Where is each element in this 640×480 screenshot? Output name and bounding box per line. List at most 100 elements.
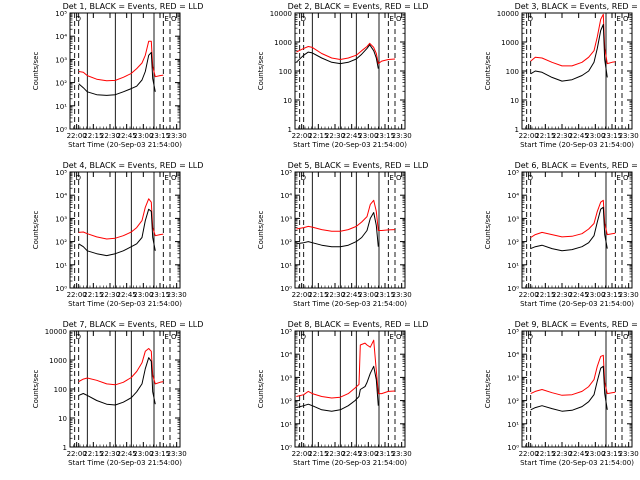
x-tick-label: 22:30 xyxy=(100,132,120,140)
chart-title: Det 6, BLACK = Events, RED = LLD xyxy=(515,161,640,170)
x-tick-label: 22:15 xyxy=(83,450,103,458)
marker-label-o: O xyxy=(171,15,177,23)
x-tick-label: 22:30 xyxy=(325,291,345,299)
chart-panel-3: Det 3, BLACK = Events, RED = LLD D EO 1 10 10… xyxy=(484,2,640,149)
marker-label-e: E xyxy=(389,15,393,23)
x-tick-label: 22:45 xyxy=(569,291,589,299)
y-tick-label: 10⁰ xyxy=(55,126,67,134)
plot-frame xyxy=(521,330,633,448)
y-tick-label: 10¹ xyxy=(55,262,67,270)
marker-label-d: D xyxy=(528,15,533,23)
marker-label-e: E xyxy=(616,15,620,23)
x-tick-label: 22:45 xyxy=(117,450,137,458)
chart-panel-7: Det 7, BLACK = Events, RED = LLD D E O 1 10 10… xyxy=(32,320,203,467)
marker-label-e: E xyxy=(389,333,393,341)
chart-title: Det 1, BLACK = Events, RED = LLD xyxy=(63,2,204,11)
y-tick-label: 10² xyxy=(507,398,519,406)
x-tick-label: 23:00 xyxy=(585,132,605,140)
x-tick-label: 22:30 xyxy=(325,450,345,458)
x-tick-label: 22:00 xyxy=(292,291,312,299)
y-tick-label: 10² xyxy=(55,239,67,247)
x-tick-label: 22:45 xyxy=(569,450,589,458)
x-tick-label: 22:00 xyxy=(519,450,539,458)
x-tick-label: 23:30 xyxy=(167,450,187,458)
y-tick-label: 10² xyxy=(280,239,292,247)
series-line-events xyxy=(530,365,608,412)
plot-frame xyxy=(69,12,181,130)
x-tick-label: 23:15 xyxy=(150,132,170,140)
x-tick-label: 22:15 xyxy=(83,291,103,299)
x-tick-label: 22:45 xyxy=(342,291,362,299)
marker-label-e: E xyxy=(389,174,393,182)
chart-panel-6: Det 6, BLACK = Events, RED = LLD D EO 10⁰ 10… xyxy=(484,161,640,308)
plot-frame xyxy=(294,171,406,289)
marker-label-d: D xyxy=(301,15,306,23)
chart-title: Det 4, BLACK = Events, RED = LLD xyxy=(63,161,204,170)
chart-title: Det 5, BLACK = Events, RED = LLD xyxy=(288,161,429,170)
x-axis-label: Start Time (20-Sep-03 21:54:00) xyxy=(68,300,182,308)
y-tick-label: 10⁴ xyxy=(55,192,67,200)
y-tick-label: 10¹ xyxy=(280,262,292,270)
plot-frame xyxy=(294,330,406,448)
x-tick-label: 22:00 xyxy=(67,291,87,299)
series-line-lld xyxy=(530,13,616,67)
x-tick-label: 22:00 xyxy=(292,450,312,458)
y-tick-label: 1 xyxy=(63,444,67,452)
marker-label-o: O xyxy=(623,333,629,341)
chart-panel-9: Det 9, BLACK = Events, RED = LLD D EO 10⁰ 10… xyxy=(484,320,640,467)
x-tick-label: 23:00 xyxy=(585,291,605,299)
y-tick-label: 10⁴ xyxy=(507,192,519,200)
x-tick-label: 23:30 xyxy=(167,291,187,299)
y-axis-label: Counts/sec xyxy=(484,52,492,91)
y-tick-label: 100 xyxy=(54,386,67,394)
y-tick-label: 10³ xyxy=(55,215,67,223)
marker-label-o: O xyxy=(396,15,402,23)
chart-panel-4: Det 4, BLACK = Events, RED = LLD D E O 10⁰ 10… xyxy=(32,161,203,308)
series-line-lld xyxy=(530,199,616,238)
chart-panel-1: Det 1, BLACK = Events, RED = LLD D E O 10⁰ 10… xyxy=(32,2,203,149)
x-tick-label: 23:00 xyxy=(358,450,378,458)
x-tick-label: 22:15 xyxy=(83,132,103,140)
marker-label-d: D xyxy=(76,15,81,23)
plot-frame xyxy=(521,171,633,289)
x-axis-label: Start Time (20-Sep-03 21:54:00) xyxy=(520,141,634,149)
y-tick-label: 10⁴ xyxy=(280,192,292,200)
marker-label-e: E xyxy=(164,15,168,23)
y-tick-label: 10⁵ xyxy=(280,169,292,177)
x-tick-label: 23:00 xyxy=(133,132,153,140)
x-tick-label: 22:00 xyxy=(519,291,539,299)
y-axis-label: Counts/sec xyxy=(32,52,40,91)
chart-panel-2: Det 2, BLACK = Events, RED = LLD D E O 1 10 10… xyxy=(257,2,428,149)
x-tick-label: 23:30 xyxy=(619,291,639,299)
x-tick-label: 22:15 xyxy=(308,450,328,458)
marker-label-d: D xyxy=(301,333,306,341)
chart-panel-5: Det 5, BLACK = Events, RED = LLD D E O 10⁰ 10… xyxy=(257,161,428,308)
series-line-events xyxy=(296,365,379,412)
x-axis-label: Start Time (20-Sep-03 21:54:00) xyxy=(68,459,182,467)
x-tick-label: 22:15 xyxy=(535,291,555,299)
series-line-lld xyxy=(296,199,396,232)
x-tick-label: 23:00 xyxy=(358,291,378,299)
y-tick-label: 10⁴ xyxy=(280,351,292,359)
series-line-events xyxy=(530,24,608,82)
series-line-events xyxy=(296,212,379,248)
y-tick-label: 10⁴ xyxy=(507,351,519,359)
y-tick-label: 10000 xyxy=(270,10,292,18)
y-tick-label: 1 xyxy=(515,126,519,134)
x-tick-label: 22:30 xyxy=(325,132,345,140)
x-tick-label: 23:15 xyxy=(375,291,395,299)
y-tick-label: 10000 xyxy=(497,10,519,18)
series-line-lld xyxy=(78,198,164,240)
y-axis-label: Counts/sec xyxy=(484,211,492,250)
x-tick-label: 22:45 xyxy=(117,291,137,299)
marker-label-d: D xyxy=(76,333,81,341)
y-axis-label: Counts/sec xyxy=(257,52,265,91)
x-axis-label: Start Time (20-Sep-03 21:54:00) xyxy=(293,141,407,149)
y-tick-label: 10¹ xyxy=(507,421,519,429)
y-axis-label: Counts/sec xyxy=(32,370,40,409)
series-line-lld xyxy=(296,42,396,65)
marker-label-o: O xyxy=(623,15,629,23)
x-tick-label: 22:00 xyxy=(67,450,87,458)
x-tick-label: 22:00 xyxy=(519,132,539,140)
